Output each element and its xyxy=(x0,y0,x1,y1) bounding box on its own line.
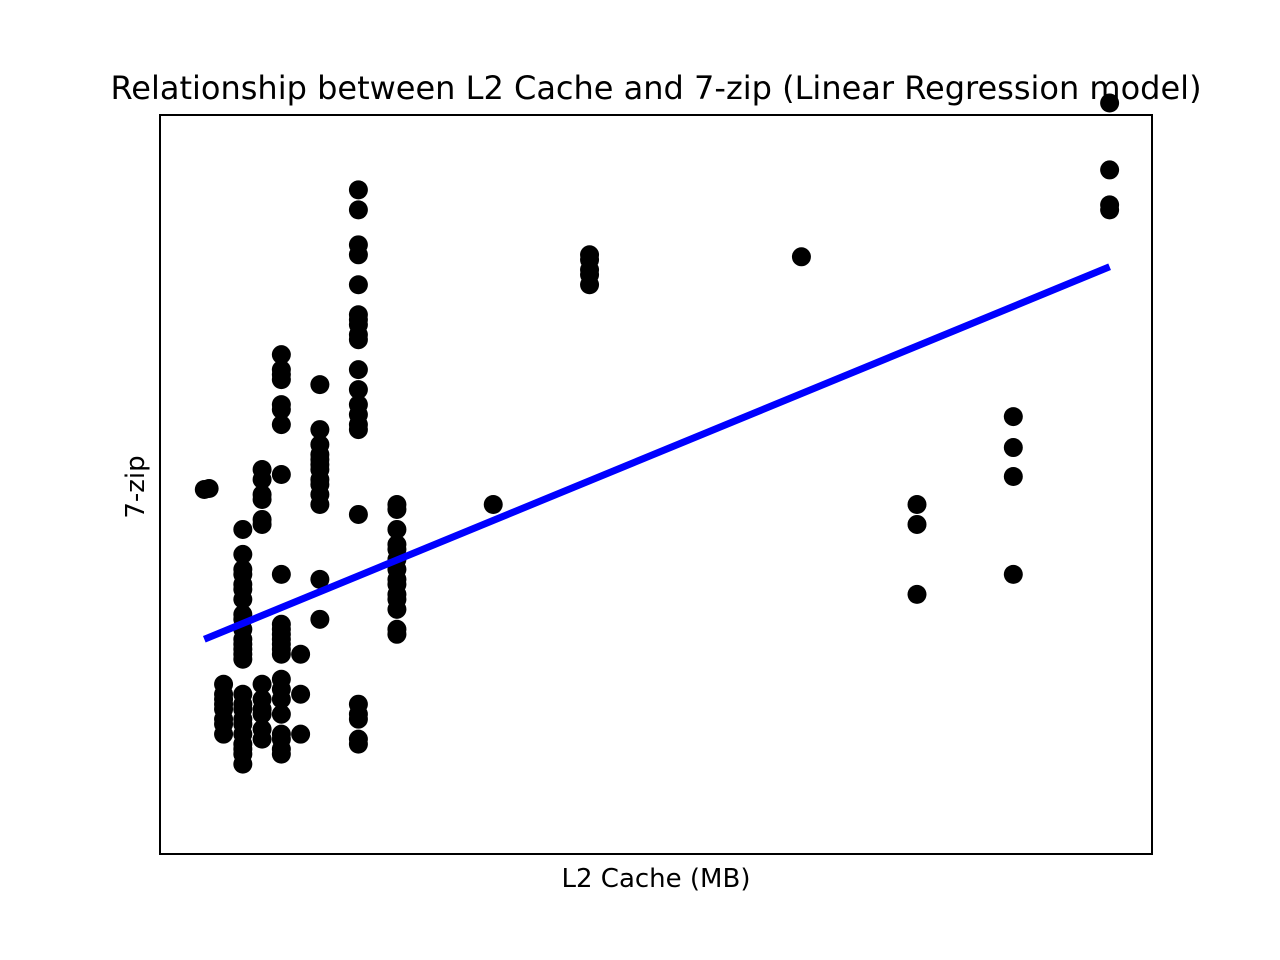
data-point xyxy=(310,609,330,629)
data-point xyxy=(291,644,311,664)
data-point xyxy=(1003,407,1023,427)
data-point xyxy=(271,465,291,485)
data-point xyxy=(348,395,368,415)
data-point xyxy=(252,484,272,504)
data-point xyxy=(483,494,503,514)
data-point xyxy=(271,415,291,435)
data-point xyxy=(348,275,368,295)
scatter-series xyxy=(194,93,1120,774)
data-point xyxy=(252,674,272,694)
data-point xyxy=(1003,438,1023,458)
data-point xyxy=(907,514,927,534)
data-point xyxy=(271,564,291,584)
data-point xyxy=(387,619,407,639)
data-point xyxy=(348,694,368,714)
data-point xyxy=(291,684,311,704)
chart-title: Relationship between L2 Cache and 7-zip … xyxy=(110,69,1201,107)
data-point xyxy=(348,200,368,220)
data-point xyxy=(348,380,368,400)
y-axis-label: 7-zip xyxy=(121,455,151,518)
data-point xyxy=(791,247,811,267)
data-point xyxy=(310,435,330,455)
data-point xyxy=(310,420,330,440)
data-point xyxy=(252,460,272,480)
data-point xyxy=(348,180,368,200)
data-point xyxy=(907,494,927,514)
data-point xyxy=(1003,467,1023,487)
plot-frame xyxy=(159,114,1153,855)
regression-line xyxy=(202,263,1111,643)
data-point xyxy=(1100,195,1120,215)
data-point xyxy=(348,305,368,325)
data-point xyxy=(310,375,330,395)
data-point xyxy=(252,509,272,529)
data-point xyxy=(310,569,330,589)
data-point xyxy=(907,584,927,604)
data-point xyxy=(271,724,291,744)
data-point xyxy=(580,245,600,265)
data-point xyxy=(387,494,407,514)
data-point xyxy=(271,345,291,365)
data-point xyxy=(233,684,253,704)
data-point xyxy=(387,534,407,554)
data-point xyxy=(252,689,272,709)
data-point xyxy=(233,544,253,564)
data-point xyxy=(271,704,291,724)
data-point xyxy=(348,235,368,255)
data-point xyxy=(271,669,291,689)
data-point xyxy=(1100,93,1120,113)
data-point xyxy=(348,729,368,749)
plot-area xyxy=(194,93,1120,774)
data-point xyxy=(252,719,272,739)
data-point xyxy=(291,724,311,744)
data-point xyxy=(233,519,253,539)
data-point xyxy=(1100,160,1120,180)
data-point xyxy=(214,674,234,694)
data-point xyxy=(233,559,253,579)
data-point xyxy=(199,478,219,498)
data-point xyxy=(348,360,368,380)
x-axis-label: L2 Cache (MB) xyxy=(562,864,751,894)
data-point xyxy=(271,395,291,415)
data-point xyxy=(387,519,407,539)
data-point xyxy=(271,614,291,634)
data-point xyxy=(348,504,368,524)
data-point xyxy=(271,360,291,380)
data-point xyxy=(1003,564,1023,584)
